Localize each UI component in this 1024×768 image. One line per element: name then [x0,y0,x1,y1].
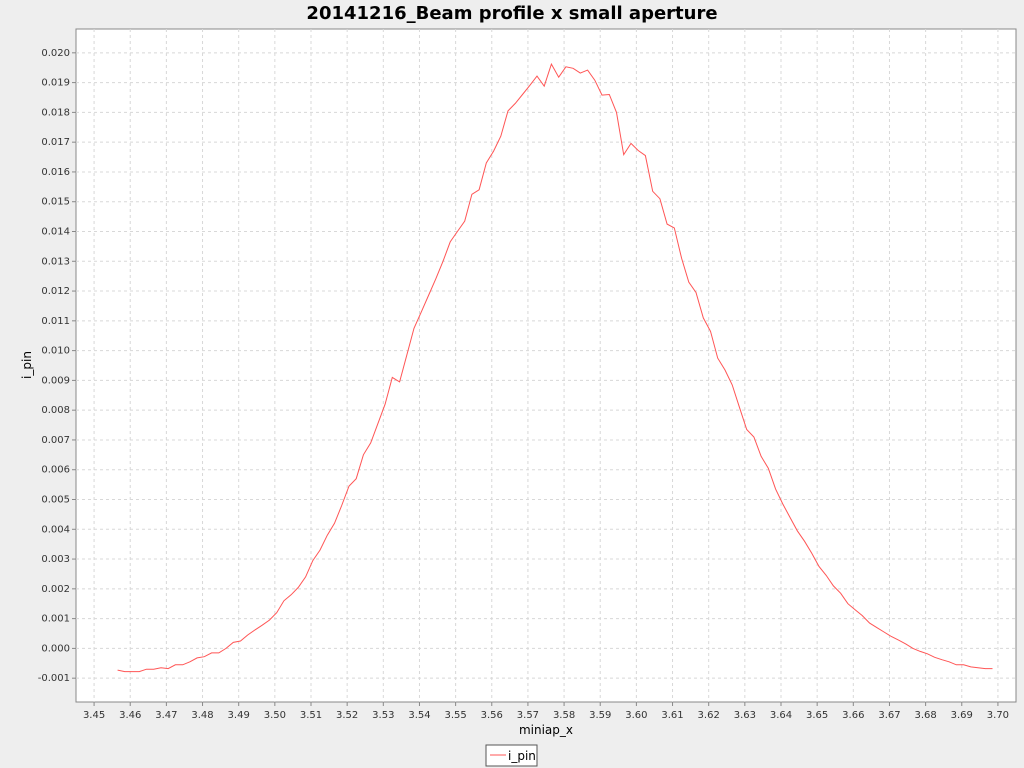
y-tick-label: 0.012 [41,286,70,297]
x-tick-label: 3.53 [372,710,394,721]
x-tick-label: 3.49 [228,710,250,721]
x-tick-label: 3.51 [300,710,322,721]
legend: i_pin [485,744,538,767]
chart-title: 20141216_Beam profile x small aperture [306,3,717,24]
y-axis: -0.001 0.000 0.001 0.002 0.003 0.004 0.005 0.00… [38,48,76,684]
y-tick-label: 0.017 [41,137,70,148]
x-tick-label: 3.50 [264,710,286,721]
x-tick-label: 3.60 [625,710,647,721]
x-tick-label: 3.45 [83,710,105,721]
y-tick-label: 0.011 [41,316,70,327]
legend-box [485,744,538,767]
legend-label-i-pin: i_pin [508,749,536,763]
x-tick-label: 3.55 [444,710,466,721]
x-tick-label: 3.54 [408,710,430,721]
y-tick-label: 0.009 [41,375,70,386]
y-tick-label: 0.014 [41,226,70,237]
x-tick-label: 3.52 [336,710,358,721]
grid-lines [76,29,1016,702]
y-tick-label: 0.003 [41,554,70,565]
y-tick-label: 0.015 [41,197,70,208]
x-tick-label: 3.65 [806,710,828,721]
x-tick-label: 3.47 [155,710,177,721]
y-axis-label: i_pin [20,351,34,379]
y-tick-label: 0.000 [41,643,70,654]
x-tick-label: 3.64 [770,710,792,721]
x-tick-label: 3.70 [987,710,1009,721]
y-tick-label: 0.007 [41,435,70,446]
y-tick-label: 0.006 [41,465,70,476]
x-tick-label: 3.63 [734,710,756,721]
series-layer [117,62,993,673]
x-tick-label: 3.57 [517,710,539,721]
x-tick-label: 3.56 [481,710,503,721]
y-tick-label: 0.013 [41,256,70,267]
plot-area [75,28,1017,703]
y-tick-label: 0.002 [41,584,70,595]
y-tick-label: 0.018 [41,107,70,118]
x-tick-label: 3.62 [698,710,720,721]
x-tick-label: 3.59 [589,710,611,721]
y-tick-label: 0.016 [41,167,70,178]
series-line-i-pin [117,62,993,673]
x-tick-label: 3.48 [191,710,213,721]
x-axis-label: miniap_x [519,723,573,737]
y-tick-label: 0.008 [41,405,70,416]
x-tick-label: 3.46 [119,710,141,721]
y-tick-label: 0.001 [41,614,70,625]
y-tick-label: 0.010 [41,346,70,357]
x-tick-label: 3.66 [842,710,864,721]
y-tick-label: 0.020 [41,48,70,59]
y-tick-label: 0.019 [41,78,70,89]
y-tick-label: 0.005 [41,495,70,506]
y-tick-label: -0.001 [38,673,70,684]
x-axis: 3.45 3.46 3.47 3.48 3.49 3.50 3.51 3.52 3.53 3.54… [83,702,1009,721]
x-tick-label: 3.68 [914,710,936,721]
x-tick-label: 3.67 [878,710,900,721]
x-tick-label: 3.69 [951,710,973,721]
x-tick-label: 3.58 [553,710,575,721]
x-tick-label: 3.61 [661,710,683,721]
y-tick-label: 0.004 [41,524,70,535]
